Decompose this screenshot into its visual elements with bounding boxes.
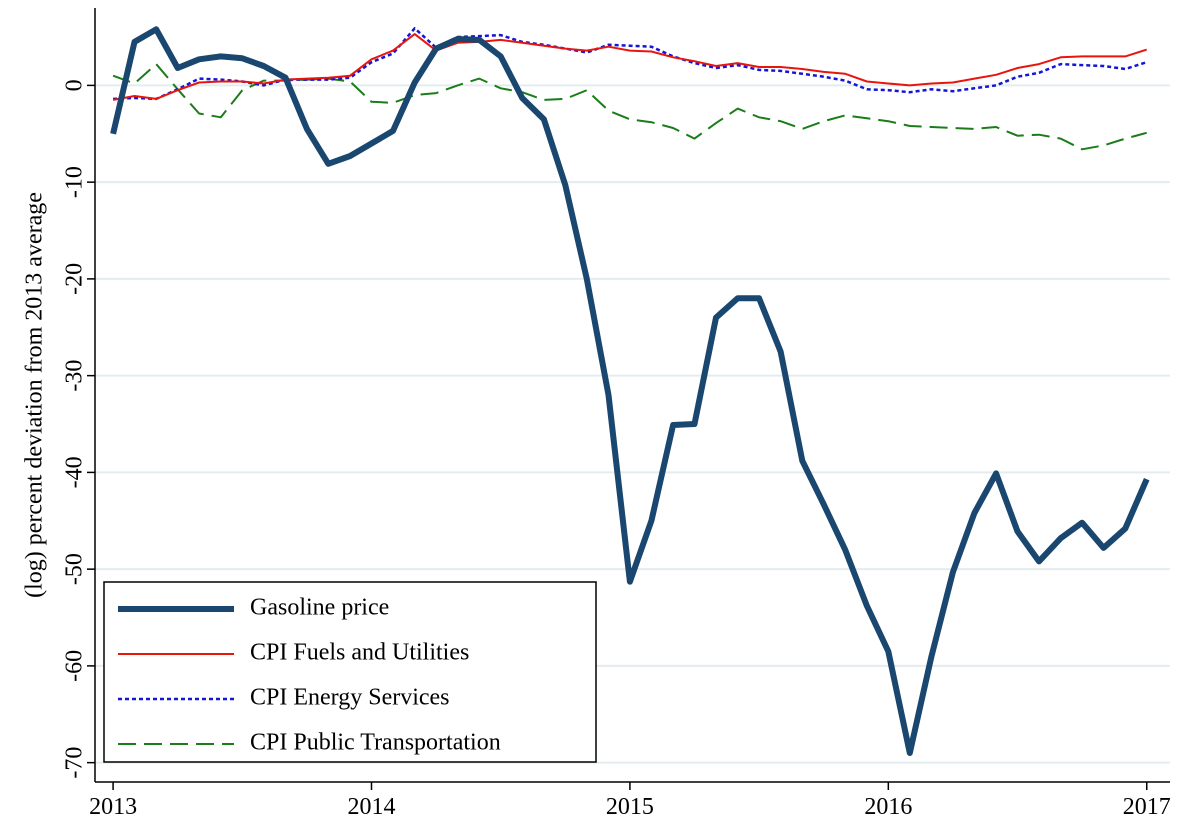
x-tick-label: 2015 — [606, 794, 654, 820]
y-tick-label: -20 — [62, 263, 88, 295]
y-tick-label: -30 — [62, 360, 88, 392]
y-tick-label: 0 — [62, 79, 88, 91]
y-tick-label: -10 — [62, 166, 88, 198]
legend-label: Gasoline price — [250, 595, 389, 621]
y-tick-label: -60 — [62, 650, 88, 682]
legend-label: CPI Fuels and Utilities — [250, 640, 469, 666]
x-tick-label: 2016 — [864, 794, 912, 820]
x-tick-label: 2017 — [1123, 794, 1171, 820]
y-tick-label: -70 — [62, 747, 88, 779]
y-tick-label: -40 — [62, 456, 88, 488]
series-line — [110, 26, 1150, 756]
y-tick-label: -50 — [62, 553, 88, 585]
legend-label: CPI Public Transportation — [250, 730, 501, 756]
legend-label: CPI Energy Services — [250, 685, 450, 711]
series-line — [113, 27, 1148, 101]
series-line — [112, 63, 1147, 151]
x-tick-label: 2014 — [348, 794, 396, 820]
x-tick-label: 2013 — [89, 794, 137, 820]
y-axis-label: (log) percent deviation from 2013 averag… — [22, 192, 48, 598]
